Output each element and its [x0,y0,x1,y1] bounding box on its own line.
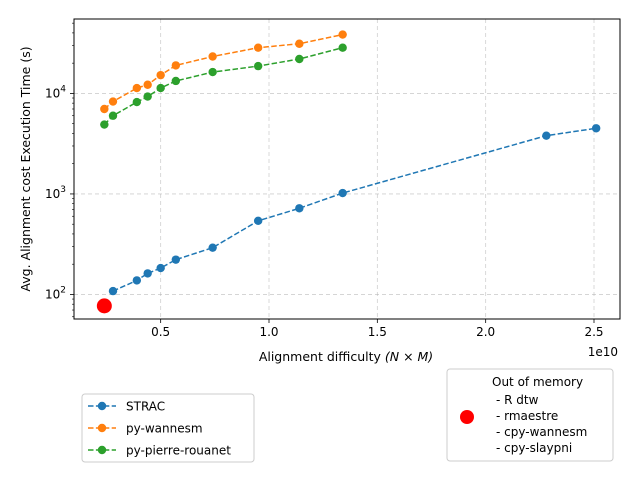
legend-label: py-wannesm [126,422,203,436]
y-tick-base: 10 [45,287,60,301]
data-point-STRAC [542,131,551,140]
y-axis-label: Avg. Alignment cost Execution Time (s) [18,46,33,291]
data-point-py-pierre-rouanet [132,97,142,107]
data-point-py-pierre-rouanet [171,76,181,86]
x-tick-label: 2.5 [584,325,603,339]
legend-marker [97,423,107,433]
data-point-py-pierre-rouanet [208,67,217,77]
legend-frame [81,393,255,463]
oom-item: - cpy-wannesm [496,425,587,439]
x-tick-label: 0.5 [151,325,170,339]
y-tick-label: 104 [45,84,66,100]
data-point-py-wannesm [338,30,347,39]
y-tick-exp: 2 [60,285,66,295]
data-point-py-wannesm [295,39,304,48]
data-point-py-pierre-rouanet [253,61,263,71]
x-axis-label: Alignment difficulty (N × M) [259,349,433,364]
y-tick-label: 102 [45,285,66,301]
oom-legend-title: Out of memory [492,375,583,389]
legend: STRAC py-wannesm py-pierre-rouanet [81,393,255,463]
data-point-py-pierre-rouanet [338,43,347,52]
data-point-py-wannesm [132,83,142,93]
y-tick-exp: 3 [60,185,66,195]
data-point-py-wannesm [253,43,263,52]
grid [74,19,620,319]
data-point-STRAC [108,286,118,296]
legend-label: STRAC [126,400,165,414]
data-point-py-wannesm [208,52,217,61]
data-point-STRAC [156,263,165,273]
data-point-py-pierre-rouanet [143,92,152,101]
x-tick-label: 1.0 [259,325,278,339]
series-line-py-pierre-rouanet [103,46,343,126]
oom-item: - rmaestre [496,409,558,423]
data-point-py-wannesm [156,70,165,80]
x-axis-label-text: Alignment difficulty [259,349,382,364]
x-offset-label: 1e10 [588,345,618,359]
legend-label: py-pierre-rouanet [126,444,231,458]
x-axis-label-math: (N × M) [385,349,433,364]
data-point-STRAC [295,204,304,213]
x-tick-label: 1.5 [368,325,387,339]
oom-legend-frame [446,368,614,462]
oom-legend-marker [460,410,474,424]
data-point-py-pierre-rouanet [156,83,165,93]
y-tick-exp: 4 [60,84,66,94]
data-point-py-pierre-rouanet [108,111,118,120]
data-point-STRAC [143,269,152,278]
data-point-STRAC [132,276,142,285]
y-tick-base: 10 [45,187,60,201]
data-point-STRAC [171,255,181,264]
data-point-STRAC [208,243,217,252]
out-of-memory-point [96,298,112,314]
data-point-py-wannesm [171,61,181,70]
y-tick-label: 103 [45,185,66,201]
plot-frame [73,18,621,320]
data-point-py-wannesm [100,104,109,114]
series-layer [96,30,601,314]
legend-marker [97,401,107,411]
data-point-py-wannesm [108,97,118,106]
data-point-STRAC [338,188,347,198]
series-line-STRAC [112,127,597,292]
data-point-py-wannesm [143,80,152,89]
data-point-py-pierre-rouanet [100,120,109,129]
legend-marker [97,445,107,455]
series-line-py-wannesm [103,33,343,110]
x-tick-label: 2.0 [476,325,495,339]
y-tick-base: 10 [45,86,60,100]
oom-item: - cpy-slaypni [496,441,572,455]
oom-legend: Out of memory - R dtw - rmaestre - cpy-wan… [446,368,614,462]
data-point-STRAC [253,216,263,226]
oom-item: - R dtw [496,393,539,407]
data-point-py-pierre-rouanet [295,54,304,64]
data-point-STRAC [591,124,601,133]
